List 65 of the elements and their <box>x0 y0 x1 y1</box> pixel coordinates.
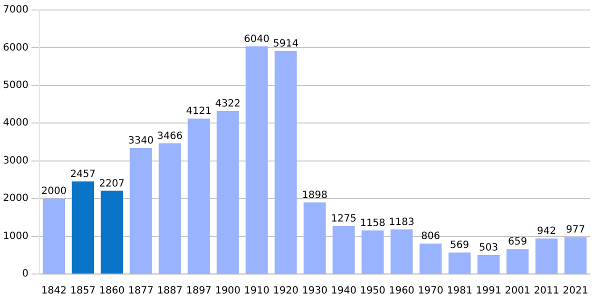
bar <box>535 238 558 274</box>
bar <box>130 148 152 274</box>
data-label: 4322 <box>215 98 241 110</box>
data-label: 659 <box>508 236 528 248</box>
x-tick-label: 1930 <box>302 286 328 297</box>
data-label: 3466 <box>157 130 183 142</box>
x-tick-label: 1842 <box>41 286 67 297</box>
bar <box>100 190 123 274</box>
bar <box>448 252 471 274</box>
bar <box>188 118 210 274</box>
x-tick-label: 1920 <box>273 286 298 297</box>
data-label: 5914 <box>273 38 298 50</box>
bar <box>158 143 181 274</box>
bar <box>274 50 297 274</box>
x-tick-label: 1940 <box>330 286 356 297</box>
x-tick-label: 1860 <box>99 286 125 297</box>
x-tick-label: 1910 <box>244 286 270 297</box>
x-tick-label: 1857 <box>70 286 96 297</box>
data-label: 942 <box>536 226 556 238</box>
data-label: 2457 <box>70 168 96 180</box>
bar <box>564 237 587 274</box>
y-tick-label: 3000 <box>2 155 28 166</box>
bar <box>42 198 66 274</box>
data-label: 569 <box>450 240 470 252</box>
y-tick-label: 7000 <box>2 4 28 16</box>
data-label: 6040 <box>244 34 270 45</box>
x-tick-label: 1950 <box>360 286 386 297</box>
bar <box>72 181 94 274</box>
x-tick-label: 1970 <box>418 286 444 297</box>
data-label: 1158 <box>360 218 386 229</box>
data-label: 806 <box>421 231 440 242</box>
bar <box>216 111 239 274</box>
x-tick-label: 1877 <box>128 286 154 297</box>
bar <box>478 255 500 274</box>
x-tick-label: 1960 <box>388 286 414 297</box>
x-tick-label: 1887 <box>157 286 183 297</box>
data-label: 2000 <box>41 186 67 198</box>
data-label: 1275 <box>330 214 356 225</box>
data-label: 503 <box>479 242 498 254</box>
y-tick-label: 1000 <box>2 230 28 242</box>
y-tick-label: 2000 <box>2 193 28 204</box>
x-tick-label: 2021 <box>562 286 588 297</box>
bar <box>332 226 355 274</box>
y-tick-label: 4000 <box>2 118 28 129</box>
bar <box>246 46 268 274</box>
data-label: 4121 <box>186 106 212 118</box>
y-tick-label: 0 <box>22 268 28 280</box>
data-label: 2207 <box>99 178 125 190</box>
data-label: 1898 <box>302 190 328 202</box>
data-label: 977 <box>566 224 586 236</box>
bar <box>420 244 442 274</box>
bar <box>506 249 529 274</box>
y-tick-label: 6000 <box>2 42 28 54</box>
bar <box>390 229 413 274</box>
data-label: 1183 <box>388 216 414 228</box>
x-tick-label: 1900 <box>215 286 241 297</box>
data-label: 3340 <box>128 136 154 147</box>
bar <box>304 202 326 274</box>
x-tick-label: 1981 <box>446 286 472 297</box>
x-tick-label: 2011 <box>534 286 560 297</box>
x-tick-label: 1897 <box>186 286 212 297</box>
x-tick-label: 2001 <box>504 286 530 297</box>
bar <box>362 230 384 274</box>
y-tick-label: 5000 <box>2 80 28 92</box>
x-tick-label: 1991 <box>476 286 502 297</box>
